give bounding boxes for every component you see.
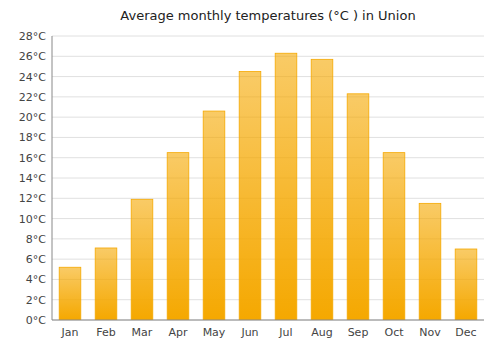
grid-line	[52, 56, 484, 57]
grid-line	[52, 117, 484, 118]
y-tick-label: 6°C	[26, 253, 46, 266]
bar	[311, 59, 333, 320]
y-tick-label: 22°C	[19, 91, 46, 104]
chart: Average monthly temperatures (°C ) in Un…	[0, 0, 500, 350]
grid-line	[52, 320, 484, 321]
y-tick-label: 8°C	[26, 233, 46, 246]
y-tick-label: 16°C	[19, 152, 46, 165]
x-axis	[52, 320, 484, 321]
y-tick-label: 10°C	[19, 213, 46, 226]
x-tick-label: Oct	[384, 326, 404, 339]
bar	[383, 153, 405, 320]
title: Average monthly temperatures (°C ) in Un…	[120, 8, 415, 23]
y-tick-label: 26°C	[19, 50, 46, 63]
grid-line	[52, 137, 484, 138]
bar	[59, 267, 81, 320]
bars	[59, 53, 477, 320]
x-tick-label: Jan	[61, 326, 79, 339]
grid-line	[52, 198, 484, 199]
x-tick-label: Jun	[240, 326, 258, 339]
bar	[455, 249, 477, 320]
bar	[203, 111, 225, 320]
grid-line	[52, 36, 484, 37]
chart-container: Average monthly temperatures (°C ) in Un…	[0, 0, 500, 350]
y-tick-label: 28°C	[19, 30, 46, 43]
x-tick-label: Aug	[311, 326, 332, 339]
x-tick-label: Jul	[278, 326, 292, 339]
bar	[131, 199, 153, 320]
x-tick-label: Sep	[348, 326, 369, 339]
grid	[52, 36, 484, 320]
y-tick-label: 20°C	[19, 111, 46, 124]
grid-line	[52, 96, 484, 97]
x-tick-label: May	[203, 326, 226, 339]
y-tick-label: 14°C	[19, 172, 46, 185]
bar	[239, 72, 261, 321]
x-tick-label: Dec	[455, 326, 476, 339]
grid-line	[52, 157, 484, 158]
x-tick-label: Apr	[168, 326, 188, 339]
bar	[95, 248, 117, 320]
y-tick-label: 24°C	[19, 71, 46, 84]
y-tick-label: 2°C	[26, 294, 46, 307]
y-tick-label: 0°C	[26, 314, 46, 327]
x-tick-label: Mar	[132, 326, 153, 339]
x-tick-label: Nov	[419, 326, 441, 339]
bar	[347, 94, 369, 320]
y-tick-label: 12°C	[19, 192, 46, 205]
grid-line	[52, 76, 484, 77]
y-tick-label: 18°C	[19, 131, 46, 144]
bar	[419, 203, 441, 320]
x-tick-label: Feb	[96, 326, 115, 339]
y-axis	[52, 36, 53, 320]
bar	[275, 53, 297, 320]
y-tick-label: 4°C	[26, 273, 46, 286]
grid-line	[52, 178, 484, 179]
bar	[167, 153, 189, 320]
